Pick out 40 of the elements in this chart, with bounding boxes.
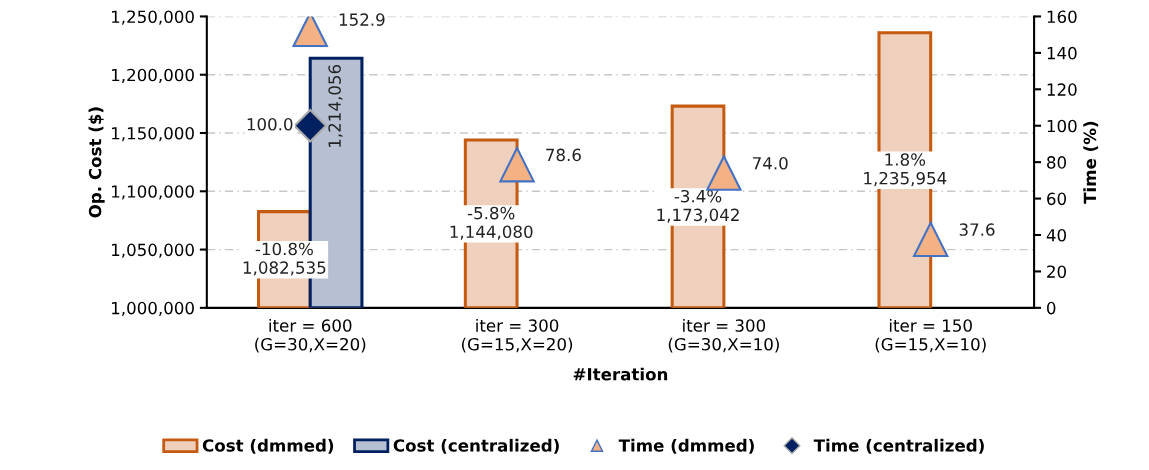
- y-tick-label: 1,000,000: [112, 301, 194, 317]
- data-label: 37.6: [959, 223, 995, 236]
- point: [706, 155, 742, 191]
- point: [499, 146, 535, 183]
- y2-tick-label: 80: [1047, 156, 1067, 169]
- y2-tick-label: 40: [1046, 228, 1067, 242]
- y-tick-label: 1,100,000: [112, 185, 194, 200]
- y2-tick-label: 160: [1047, 10, 1077, 24]
- legend-label: Cost (dmmed): [202, 438, 334, 454]
- y-tick-label: 1,050,000: [112, 243, 194, 258]
- y-tick-label: 1,250,000: [112, 10, 194, 25]
- legend-label: Cost (centralized): [393, 438, 559, 454]
- y2-tick-label: 60: [1047, 192, 1067, 206]
- y2-tick-label: 0: [1047, 301, 1056, 315]
- y2-tick-label: 120: [1047, 83, 1077, 96]
- y-tick-label: 1,200,000: [112, 68, 194, 83]
- data-label: 152.9: [339, 13, 385, 26]
- x-tick-label: iter = 300 (G=15,X=20): [461, 318, 573, 353]
- point: [293, 108, 327, 143]
- data-label: 1.8% 1,235,954: [864, 153, 947, 187]
- y-tick-label: 1,150,000: [112, 126, 194, 142]
- data-label: 1,214,056: [328, 64, 343, 147]
- x-tick-label: iter = 150 (G=15,X=10): [875, 318, 986, 353]
- data-label: 78.6: [546, 148, 581, 162]
- y2-tick-label: 20: [1047, 265, 1067, 278]
- point: [912, 221, 949, 258]
- x-axis-title: #Iteration: [573, 367, 668, 381]
- x-tick-label: iter = 300 (G=30,X=10): [668, 318, 779, 353]
- data-label: -3.4% 1,173,042: [657, 189, 739, 223]
- y2-axis-title: Time (%): [1083, 121, 1099, 204]
- data-label: -10.8% 1,082,535: [243, 242, 326, 276]
- data-label: 100.0: [247, 117, 293, 131]
- data-label: 74.0: [753, 156, 788, 170]
- legend-label: Time (centralized): [813, 438, 984, 454]
- x-tick-label: iter = 600 (G=30,X=20): [255, 318, 366, 353]
- y2-tick-label: 140: [1047, 46, 1077, 60]
- data-label: -5.8% 1,144,080: [450, 206, 533, 240]
- legend-label: Time (dmmed): [618, 438, 754, 454]
- y-axis-title: Op. Cost ($): [88, 107, 105, 218]
- y2-tick-label: 100: [1047, 119, 1077, 133]
